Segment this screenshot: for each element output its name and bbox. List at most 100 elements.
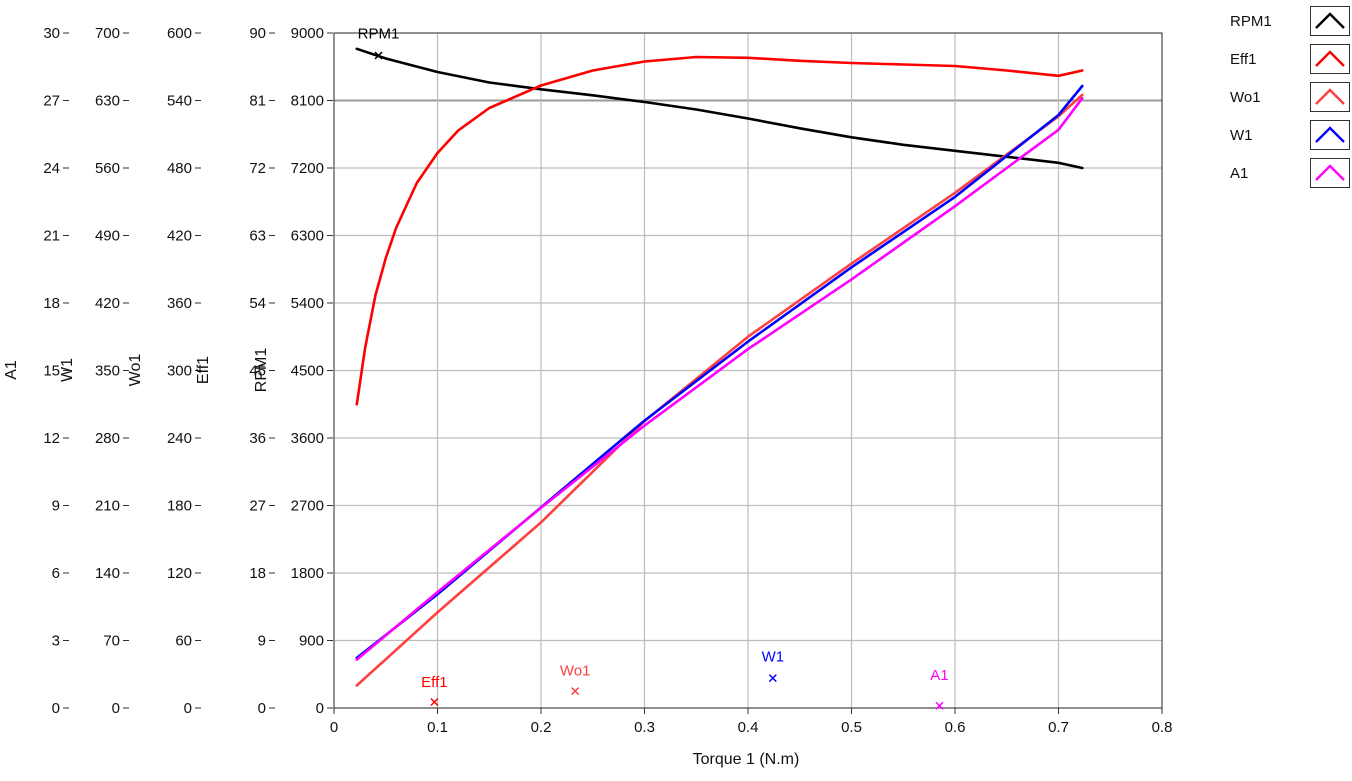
y-tick-label-Eff1: 81 <box>249 93 266 110</box>
legend-swatch-icon[interactable] <box>1310 82 1350 112</box>
series-marker-A1 <box>935 701 944 710</box>
y-tick-label-RPM1: 1800 <box>291 565 324 582</box>
y-tick-label-Eff1: 72 <box>249 160 266 177</box>
series-line-A1 <box>355 96 1084 661</box>
y-tick-label-W1: 280 <box>95 430 120 447</box>
legend-swatch-icon[interactable] <box>1310 120 1350 150</box>
y-tick-label-W1: 140 <box>95 565 120 582</box>
y-tick-label-Eff1: 63 <box>249 228 266 245</box>
series-annotation-Wo1: Wo1 <box>560 662 591 679</box>
series-marker-Wo1 <box>571 687 580 696</box>
x-tick-label: 0.2 <box>531 719 552 736</box>
legend-swatch-icon[interactable] <box>1310 158 1350 188</box>
y-tick-label-RPM1: 3600 <box>291 430 324 447</box>
marker-stroke <box>571 687 580 696</box>
x-axis-title: Torque 1 (N.m) <box>693 751 800 768</box>
y-tick-label-RPM1: 6300 <box>291 228 324 245</box>
series-line-RPM1 <box>355 47 1084 170</box>
y-tick-label-RPM1: 9000 <box>291 25 324 42</box>
y-tick-label-Wo1: 300 <box>167 363 192 380</box>
y-axis-title-Eff1: Eff1 <box>195 356 212 384</box>
series-annotation-A1: A1 <box>930 667 948 684</box>
x-tick-label: 0.7 <box>1048 719 1069 736</box>
legend-label: RPM1 <box>1230 12 1272 30</box>
y-tick-label-Wo1: 540 <box>167 93 192 110</box>
y-tick-label-Wo1: 60 <box>175 633 192 650</box>
y-tick-label-RPM1: 4500 <box>291 363 324 380</box>
legend-swatch-icon[interactable] <box>1310 6 1350 36</box>
legend-item-Eff1[interactable]: Eff1 <box>1222 40 1350 78</box>
y-tick-label-W1: 700 <box>95 25 120 42</box>
y-tick-label-A1: 21 <box>43 228 60 245</box>
y-axis-title-A1: A1 <box>3 360 20 380</box>
y-tick-label-A1: 12 <box>43 430 60 447</box>
legend-label: Eff1 <box>1230 50 1257 68</box>
legend-line-icon <box>1315 164 1345 181</box>
marker-stroke <box>768 674 777 683</box>
legend-line-stroke <box>1315 164 1345 181</box>
marker-stroke <box>430 697 439 707</box>
series-marker-W1 <box>768 674 777 683</box>
legend-item-Wo1[interactable]: Wo1 <box>1222 78 1350 116</box>
legend[interactable]: RPM1 Eff1 Wo1 W1 A1 <box>1222 2 1350 192</box>
y-tick-label-RPM1: 0 <box>316 700 324 717</box>
x-tick-label: 0 <box>330 719 338 736</box>
y-axis-title-W1: W1 <box>59 358 76 382</box>
y-tick-label-A1: 9 <box>52 498 60 515</box>
y-tick-label-A1: 27 <box>43 93 60 110</box>
y-tick-label-RPM1: 900 <box>299 633 324 650</box>
legend-swatch-icon[interactable] <box>1310 44 1350 74</box>
legend-line-stroke <box>1315 88 1345 105</box>
y-tick-label-W1: 560 <box>95 160 120 177</box>
legend-line-icon <box>1315 50 1345 67</box>
y-tick-label-Wo1: 120 <box>167 565 192 582</box>
y-tick-label-Eff1: 0 <box>258 700 266 717</box>
y-tick-label-A1: 15 <box>43 363 60 380</box>
y-tick-label-Wo1: 420 <box>167 228 192 245</box>
legend-label: W1 <box>1230 126 1253 144</box>
y-axis-title-Wo1: Wo1 <box>127 354 144 387</box>
y-tick-label-Wo1: 240 <box>167 430 192 447</box>
x-tick-label: 0.5 <box>841 719 862 736</box>
series-marker-Eff1 <box>430 697 439 707</box>
axes-layer: 0 0.1 0.2 0.3 0.4 0.5 0.6 0.7 0.8036912151821242… <box>3 25 1172 736</box>
legend-item-RPM1[interactable]: RPM1 <box>1222 2 1350 40</box>
series-annotation-Eff1: Eff1 <box>421 674 447 691</box>
x-tick-label: 0.8 <box>1152 719 1173 736</box>
legend-item-W1[interactable]: W1 <box>1222 116 1350 154</box>
y-tick-label-RPM1: 8100 <box>291 93 324 110</box>
y-tick-label-Eff1: 18 <box>249 565 266 582</box>
legend-line-stroke <box>1315 126 1345 143</box>
y-tick-label-Eff1: 90 <box>249 25 266 42</box>
annotation-layer: RPM1 Eff1 Wo1 W1 A1 <box>358 25 949 710</box>
series-line-Eff1 <box>355 55 1084 406</box>
y-tick-label-Eff1: 36 <box>249 430 266 447</box>
marker-stroke <box>374 51 383 60</box>
legend-line-stroke <box>1315 12 1345 29</box>
y-tick-label-RPM1: 2700 <box>291 498 324 515</box>
y-tick-label-Eff1: 9 <box>258 633 266 650</box>
y-tick-label-Eff1: 27 <box>249 498 266 515</box>
y-tick-label-W1: 630 <box>95 93 120 110</box>
y-tick-label-Eff1: 54 <box>249 295 266 312</box>
legend-label: Wo1 <box>1230 88 1261 106</box>
y-tick-label-W1: 490 <box>95 228 120 245</box>
y-axis-title-RPM1: RPM1 <box>253 348 270 393</box>
y-tick-label-Wo1: 600 <box>167 25 192 42</box>
series-annotation-RPM1: RPM1 <box>358 25 400 42</box>
x-tick-label: 0.1 <box>427 719 448 736</box>
y-tick-label-Eff1: 45 <box>249 363 266 380</box>
legend-line-icon <box>1315 88 1345 105</box>
legend-line-icon <box>1315 126 1345 143</box>
y-tick-label-A1: 3 <box>52 633 60 650</box>
marker-stroke <box>935 701 944 710</box>
series-layer <box>355 47 1084 687</box>
legend-line-stroke <box>1315 50 1345 67</box>
x-tick-label: 0.4 <box>738 719 759 736</box>
y-tick-label-A1: 30 <box>43 25 60 42</box>
y-tick-label-Wo1: 480 <box>167 160 192 177</box>
legend-item-A1[interactable]: A1 <box>1222 154 1350 192</box>
y-tick-label-A1: 0 <box>52 700 60 717</box>
y-tick-label-A1: 24 <box>43 160 60 177</box>
